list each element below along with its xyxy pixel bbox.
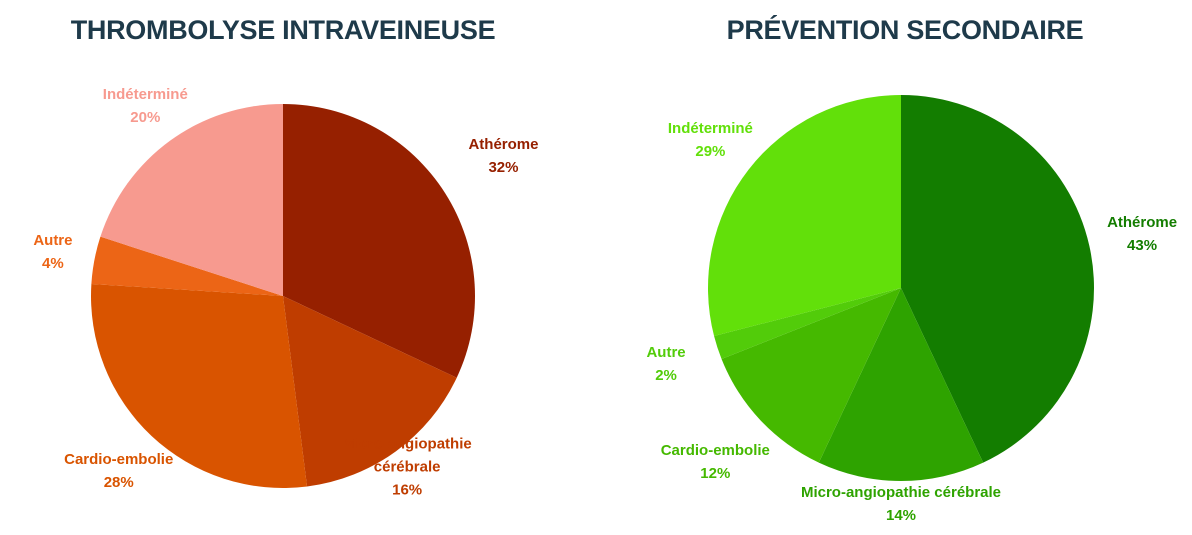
- slice-label: Indéterminé 29%: [668, 117, 753, 163]
- pie-slice: [283, 296, 457, 487]
- slice-value: 12%: [700, 465, 731, 483]
- pie-slice: [901, 95, 1094, 463]
- slice-name: Micro-angiopathie cérébrale: [800, 484, 1002, 502]
- slice-name: Indéterminé: [102, 86, 188, 104]
- slice-name: Athérome: [468, 136, 539, 154]
- slice-label: Micro-angiopathie cérébrale 16%: [332, 432, 482, 501]
- slice-name: Autre: [33, 232, 73, 250]
- chart-title: THROMBOLYSE INTRAVEINEUSE: [71, 15, 496, 45]
- slice-value: 16%: [392, 481, 423, 499]
- slice-value: 29%: [695, 143, 726, 161]
- pie-slice: [91, 236, 283, 296]
- slice-value: 28%: [103, 473, 134, 491]
- pie-slice: [721, 288, 901, 463]
- pie-slice: [714, 288, 901, 360]
- slice-value: 20%: [130, 109, 161, 127]
- slice-value: 4%: [42, 255, 64, 273]
- chart-title: PRÉVENTION SECONDAIRE: [727, 14, 1084, 45]
- slice-label: Indéterminé 20%: [103, 83, 188, 129]
- slice-name: Micro-angiopathie cérébrale: [342, 435, 472, 476]
- slice-label: Autre 2%: [646, 341, 685, 387]
- slice-label: Athérome 43%: [1107, 211, 1177, 257]
- slice-label: Athérome 32%: [468, 133, 538, 179]
- slice-name: Indéterminé: [667, 120, 753, 138]
- slice-label: Cardio-embolie 12%: [661, 439, 770, 485]
- slice-value: 43%: [1127, 237, 1158, 255]
- slice-name: Athérome: [1107, 214, 1178, 232]
- pie-slice: [283, 104, 476, 378]
- slice-name: Cardio-embolie: [64, 450, 174, 468]
- slice-value: 14%: [885, 507, 917, 525]
- slice-name: Cardio-embolie: [660, 442, 770, 460]
- pie-slice: [90, 283, 308, 488]
- slice-label: Autre 4%: [33, 229, 72, 275]
- slice-value: 2%: [655, 367, 677, 385]
- slice-value: 32%: [488, 159, 519, 177]
- slice-name: Autre: [646, 344, 686, 362]
- pie-slice: [708, 95, 901, 336]
- pie-slice: [100, 104, 283, 296]
- slice-label: Cardio-embolie 28%: [64, 448, 173, 494]
- pie-slice: [818, 288, 984, 481]
- slice-label: Micro-angiopathie cérébrale 14%: [801, 481, 1001, 527]
